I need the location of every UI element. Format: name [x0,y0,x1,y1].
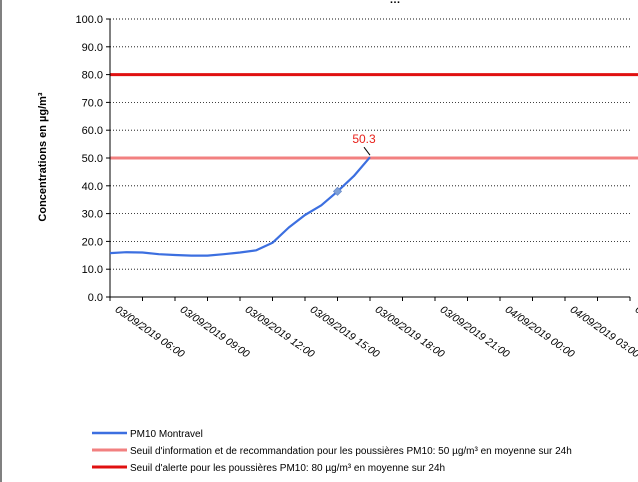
x-tick-label: 03/09/2019 09:00 [178,304,252,361]
y-tick-label: 70.0 [82,97,103,109]
y-tick-label: 10.0 [82,264,103,276]
x-tick-label: 04/09/2019 00:00 [503,304,577,361]
x-tick-label: 03/09/2019 06:00 [113,304,187,361]
x-tick-label: 03/09/2019 15:00 [308,304,382,361]
x-tick-label: 03/09/2019 12:00 [243,304,317,361]
y-tick-label: 100.0 [75,14,103,26]
legend-label: Seuil d'alerte pour les poussières PM10:… [130,463,445,474]
legend: PM10 Montravel Seuil d'information et de … [92,429,572,474]
data-label: 50.3 [352,132,376,146]
y-axis-title: Concentrations en µg/m³ [37,92,49,222]
y-tick-label: 30.0 [82,209,103,221]
series-lines [109,156,371,257]
series-line-pm10 [109,156,371,257]
y-tick-label: 90.0 [82,42,103,54]
threshold-lines [110,73,638,160]
legend-label: Seuil d'information et de recommandation… [130,446,572,457]
data-labels: 50.3 [352,132,376,156]
y-tick-label: 80.0 [82,70,103,82]
y-tick-label: 20.0 [82,236,103,248]
x-tick-label: 03/09/2019 21:00 [438,304,512,361]
legend-label: PM10 Montravel [130,429,203,440]
x-tick-label: 03/09/2019 18:00 [373,304,447,361]
chart-title: … [390,0,401,6]
y-tick-label: 40.0 [82,181,103,193]
y-tick-label: 60.0 [82,125,103,137]
data-label-leader [363,146,371,156]
y-tick-label: 50.0 [82,153,103,165]
axes: 0.0 10.0 20.0 30.0 40.0 50.0 60.0 70.0 80.0 90.0 1… [75,14,638,360]
x-tick-label: 04/09/2019 03:00 [568,304,638,361]
y-tick-label: 0.0 [88,292,103,304]
series-marker [332,186,343,196]
